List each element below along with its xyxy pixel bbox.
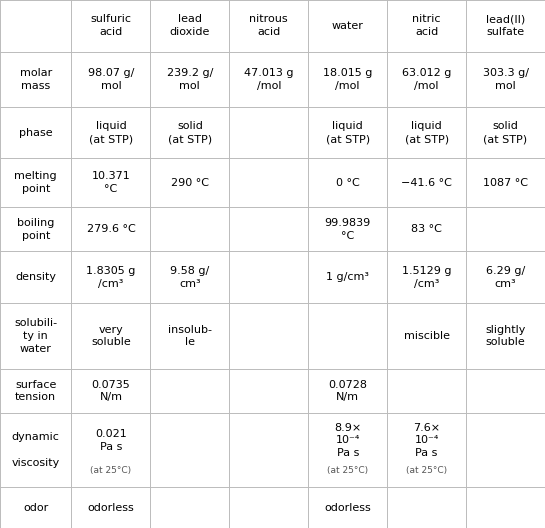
Text: solid
(at STP): solid (at STP)	[168, 121, 212, 144]
Text: 98.07 g/
mol: 98.07 g/ mol	[88, 68, 134, 91]
Text: nitric
acid: nitric acid	[413, 14, 441, 37]
Text: water: water	[332, 21, 364, 31]
Text: 1087 °C: 1087 °C	[483, 177, 528, 187]
Text: liquid
(at STP): liquid (at STP)	[89, 121, 133, 144]
Text: −41.6 °C: −41.6 °C	[401, 177, 452, 187]
Text: 99.9839
°C: 99.9839 °C	[325, 218, 371, 241]
Text: nitrous
acid: nitrous acid	[250, 14, 288, 37]
Text: 63.012 g
/mol: 63.012 g /mol	[402, 68, 451, 91]
Text: 0.0735
N/m: 0.0735 N/m	[92, 380, 130, 402]
Text: liquid
(at STP): liquid (at STP)	[326, 121, 370, 144]
Text: sulfuric
acid: sulfuric acid	[90, 14, 131, 37]
Text: (at 25°C): (at 25°C)	[327, 466, 368, 475]
Text: 9.58 g/
cm³: 9.58 g/ cm³	[170, 266, 209, 289]
Text: 18.015 g
/mol: 18.015 g /mol	[323, 68, 372, 91]
Text: odor: odor	[23, 503, 49, 513]
Text: solubili-
ty in
water: solubili- ty in water	[14, 318, 57, 354]
Text: 6.29 g/
cm³: 6.29 g/ cm³	[486, 266, 525, 289]
Text: 8.9×
10⁻⁴
Pa s: 8.9× 10⁻⁴ Pa s	[334, 423, 361, 458]
Text: 279.6 °C: 279.6 °C	[87, 224, 135, 234]
Text: 0.0728
N/m: 0.0728 N/m	[328, 380, 367, 402]
Text: 0.021
Pa s: 0.021 Pa s	[95, 429, 127, 451]
Text: solid
(at STP): solid (at STP)	[483, 121, 528, 144]
Text: slightly
soluble: slightly soluble	[486, 325, 526, 347]
Text: 239.2 g/
mol: 239.2 g/ mol	[167, 68, 213, 91]
Text: liquid
(at STP): liquid (at STP)	[404, 121, 449, 144]
Text: melting
point: melting point	[14, 171, 57, 194]
Text: phase: phase	[19, 128, 52, 138]
Text: 303.3 g/
mol: 303.3 g/ mol	[482, 68, 529, 91]
Text: odorless: odorless	[324, 503, 371, 513]
Text: 1 g/cm³: 1 g/cm³	[326, 272, 369, 282]
Text: 10.371
°C: 10.371 °C	[92, 171, 130, 194]
Text: (at 25°C): (at 25°C)	[90, 466, 131, 475]
Text: 1.5129 g
/cm³: 1.5129 g /cm³	[402, 266, 451, 289]
Text: 47.013 g
/mol: 47.013 g /mol	[244, 68, 294, 91]
Text: boiling
point: boiling point	[17, 218, 54, 241]
Text: insolub-
le: insolub- le	[168, 325, 212, 347]
Text: density: density	[15, 272, 56, 282]
Text: 290 °C: 290 °C	[171, 177, 209, 187]
Text: lead
dioxide: lead dioxide	[169, 14, 210, 37]
Text: 1.8305 g
/cm³: 1.8305 g /cm³	[86, 266, 136, 289]
Text: dynamic

viscosity: dynamic viscosity	[11, 432, 60, 468]
Text: miscible: miscible	[404, 331, 450, 341]
Text: 83 °C: 83 °C	[411, 224, 442, 234]
Text: surface
tension: surface tension	[15, 380, 57, 402]
Text: very
soluble: very soluble	[91, 325, 131, 347]
Text: odorless: odorless	[88, 503, 134, 513]
Text: molar
mass: molar mass	[20, 68, 52, 91]
Text: (at 25°C): (at 25°C)	[406, 466, 447, 475]
Text: 7.6×
10⁻⁴
Pa s: 7.6× 10⁻⁴ Pa s	[413, 423, 440, 458]
Text: 0 °C: 0 °C	[336, 177, 360, 187]
Text: lead(II)
sulfate: lead(II) sulfate	[486, 14, 525, 37]
